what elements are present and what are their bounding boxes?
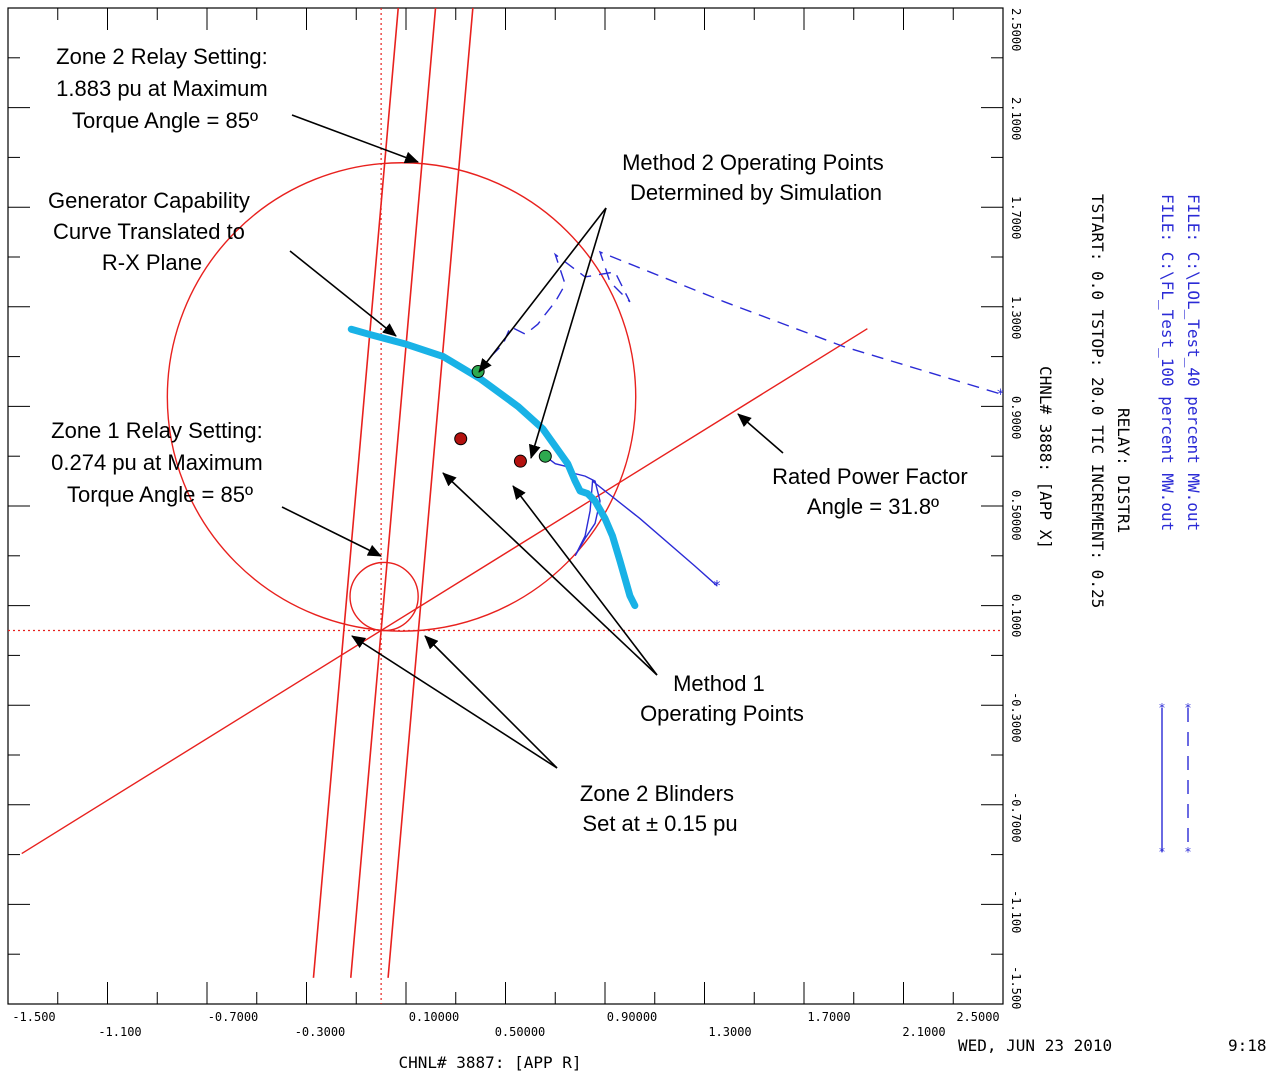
date-text: WED, JUN 23 2010 [958,1036,1112,1055]
file-line-2: FILE: C:\FL_Test_100 percent MW.out [1158,194,1177,531]
annotation-arrows [281,114,784,769]
method1-operating-point [513,454,527,468]
y-tick-label: 1.7000 [1009,196,1023,239]
y-tick-label: 0.9000 [1009,396,1023,439]
annotation-line: Torque Angle = 85º [67,482,253,507]
annotation-line: Zone 1 Relay Setting: [51,418,263,443]
x-axis-label: CHNL# 3887: [APP R] [398,1053,581,1072]
annotation-line: 1.883 pu at Maximum [56,76,268,101]
zone2-mho-circle [166,162,637,632]
annotation-line: Determined by Simulation [630,180,882,205]
annotation-line: Curve Translated to [53,219,245,244]
y-tick-label: 1.3000 [1009,296,1023,339]
annotation-arrow [424,635,558,769]
operating-points [454,365,552,468]
method1-operating-point [454,432,468,446]
annotation-arrow [291,114,419,164]
annotation-line: Zone 2 Blinders [580,781,734,806]
zone1-mho-circle [349,561,419,632]
x-tick-label: 1.7000 [807,1010,850,1024]
relay-label: RELAY: DISTR1 [1114,408,1133,533]
zone2-blinder-line [387,8,474,978]
y-tick-label: -1.500 [1009,966,1023,1009]
zone1-relay-annotation: Zone 1 Relay Setting: 0.274 pu at Maximu… [51,418,269,507]
lol-test-trajectory [477,250,1001,395]
relay-characteristics [21,8,868,978]
x-tick-label: 1.3000 [708,1025,751,1039]
y-tick-labels: 2.5000 2.1000 1.7000 1.3000 0.9000 0.500… [1009,8,1023,1009]
reference-lines [8,8,1003,1004]
annotation-arrow [737,413,784,454]
y-tick-label: 2.5000 [1009,8,1023,51]
annotation-line: Torque Angle = 85º [72,108,258,133]
trajectory-end-marker: * [996,387,1004,403]
annotation-arrow [281,506,382,557]
gen-capability-annotation: Generator Capability Curve Translated to… [48,188,256,275]
annotations: Zone 2 Relay Setting: 1.883 pu at Maximu… [48,44,974,836]
x-tick-label: -0.7000 [208,1010,259,1024]
rated-power-factor-line [21,328,868,855]
annotation-arrow [351,635,558,769]
time-text: 9:18 [1228,1036,1267,1055]
method1-annotation: Method 1 Operating Points [640,671,804,726]
annotation-line: R-X Plane [102,250,202,275]
x-tick-label: 0.50000 [495,1025,546,1039]
x-tick-label: -0.3000 [295,1025,346,1039]
x-tick-label: 0.10000 [409,1010,460,1024]
legend-marker-icon: * [1158,701,1165,715]
legend-samples: * * * * [1158,701,1191,859]
annotation-line: Set at ± 0.15 pu [582,811,737,836]
y-tick-label: 2.1000 [1009,97,1023,140]
blinders-annotation: Zone 2 Blinders Set at ± 0.15 pu [580,781,740,836]
method2-annotation: Method 2 Operating Points Determined by … [622,150,890,205]
method2-operating-point [538,449,552,463]
y-tick-label: -0.7000 [1009,792,1023,843]
x-tick-label: 0.90000 [607,1010,658,1024]
legend-marker-icon: * [1184,845,1191,859]
annotation-line: Method 1 [673,671,765,696]
annotation-line: Method 2 Operating Points [622,150,884,175]
annotation-line: 0.274 pu at Maximum [51,450,263,475]
x-tick-labels-top: -1.500 -0.7000 0.10000 0.90000 1.7000 2.… [12,1010,999,1024]
x-tick-label: 2.1000 [902,1025,945,1039]
annotation-arrow [478,207,607,373]
x-tick-label: 2.5000 [956,1010,999,1024]
x-tick-label: -1.500 [12,1010,55,1024]
y-axis-label: CHNL# 3888: [APP X] [1036,366,1055,549]
capability-curve-group [347,325,639,610]
x-tick-label: -1.100 [98,1025,141,1039]
zone2-blinder-line [312,8,400,978]
y-tick-label: 0.1000 [1009,594,1023,637]
axis-ticks [7,7,1004,1005]
annotation-arrow [289,250,397,337]
x-tick-labels-bottom: -1.100 -0.3000 0.50000 1.3000 2.1000 [98,1025,945,1039]
file-line-1: FILE: C:\LOL_Test_40 percent MW.out [1184,194,1203,531]
annotation-line: Angle = 31.8º [807,494,939,519]
annotation-line: Zone 2 Relay Setting: [56,44,268,69]
rated-pf-annotation: Rated Power Factor Angle = 31.8º [772,464,974,519]
y-tick-label: 0.50000 [1009,490,1023,541]
trajectory-end-marker: * [713,579,721,595]
annotation-line: Rated Power Factor [772,464,968,489]
y-tick-label: -0.3000 [1009,692,1023,743]
annotation-arrow [512,485,658,676]
generator-capability-curve [347,325,639,610]
y-tick-label: -1.100 [1009,890,1023,933]
annotation-line: Operating Points [640,701,804,726]
annotation-arrow [528,207,607,459]
annotation-arrow [442,472,658,676]
zone2-relay-annotation: Zone 2 Relay Setting: 1.883 pu at Maximu… [56,44,274,133]
legend-marker-icon: * [1184,701,1191,715]
annotation-line: Generator Capability [48,188,250,213]
tstart-line: TSTART: 0.0 TSTOP: 20.0 TIC INCREMENT: 0… [1088,194,1107,608]
torque-angle-line [349,8,437,978]
legend-marker-icon: * [1158,845,1165,859]
